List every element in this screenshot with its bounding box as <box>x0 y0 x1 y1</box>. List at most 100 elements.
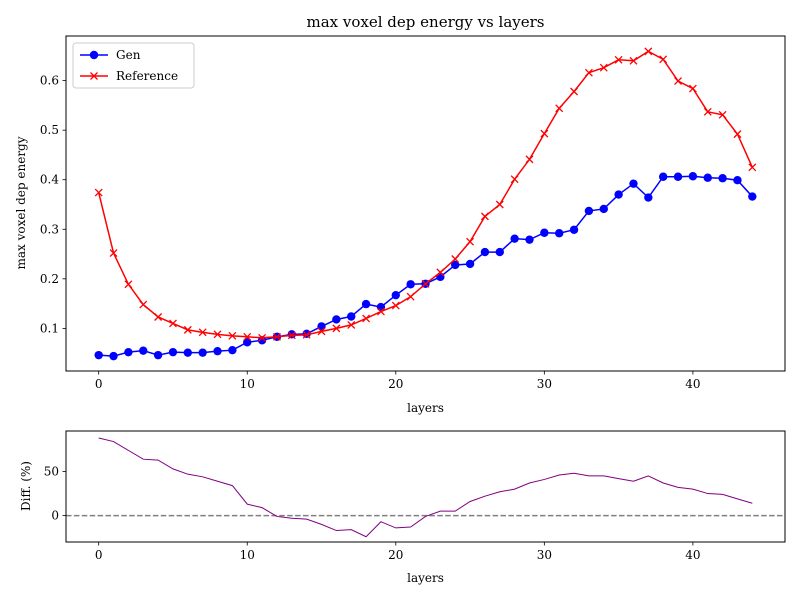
top-chart-point-gen <box>718 174 727 183</box>
top-chart-point-reference <box>718 110 727 119</box>
top-chart-point-gen <box>569 225 579 234</box>
top-chart-x-tick-label: 20 <box>388 377 403 391</box>
top-chart-point-reference <box>317 327 326 336</box>
top-chart-point-gen <box>748 192 757 201</box>
bottom-chart-x-tick-label: 20 <box>388 548 403 562</box>
top-chart-point-reference <box>124 280 133 289</box>
top-chart-point-gen <box>703 173 712 182</box>
top-chart-point-reference <box>703 107 712 116</box>
bottom-chart-x-tick-label: 0 <box>95 548 103 562</box>
top-chart-point-reference <box>525 155 534 164</box>
bottom-chart-plot-area: 0 10 20 30 40 0 50 <box>44 430 786 562</box>
top-chart-point-gen <box>109 351 118 361</box>
top-chart-point-gen <box>198 348 207 357</box>
top-chart-point-gen <box>124 347 133 357</box>
top-chart-y-tick-label: 0.2 <box>40 272 59 286</box>
top-chart-point-reference <box>510 175 519 184</box>
top-chart-y-tick-label: 0.3 <box>40 222 59 236</box>
top-chart-point-gen <box>391 290 400 300</box>
top-chart-point-gen <box>480 247 490 257</box>
top-chart-y-axis-label: max voxel dep energy <box>14 136 28 269</box>
bottom-chart-series-line-diff <box>98 437 753 538</box>
top-chart-point-reference <box>614 55 623 64</box>
top-chart-point-reference <box>570 87 579 96</box>
top-chart-series-line-reference <box>97 50 754 339</box>
top-chart-point-gen <box>495 247 504 257</box>
top-chart-point-gen <box>584 206 594 216</box>
top-chart-point-reference <box>584 68 593 77</box>
top-chart-point-gen <box>153 350 163 360</box>
legend-label-gen: Gen <box>116 48 141 62</box>
top-chart-point-gen <box>673 172 683 181</box>
top-chart-point-reference <box>272 332 281 341</box>
top-chart-point-gen <box>406 280 415 289</box>
top-chart-point-gen <box>168 347 178 357</box>
top-chart-point-reference <box>421 279 430 288</box>
top-chart-point-reference <box>733 130 742 139</box>
top-chart-point-reference <box>466 237 475 246</box>
top-chart-point-reference <box>555 104 564 113</box>
top-chart-point-gen <box>525 235 534 244</box>
top-chart-point-gen <box>688 172 698 181</box>
top-chart-point-reference <box>391 301 400 310</box>
top-chart-point-gen <box>139 346 148 355</box>
bottom-chart-y-axis-label: Diff. (%) <box>19 461 33 511</box>
top-chart-point-gen <box>361 299 371 309</box>
top-chart-point-reference <box>139 300 148 309</box>
top-chart-point-gen <box>228 345 237 355</box>
top-chart-point-reference <box>629 56 638 65</box>
top-chart-point-gen <box>347 312 356 321</box>
top-chart-x-tick-label: 10 <box>240 377 255 391</box>
top-chart-point-reference <box>495 200 504 209</box>
top-chart-point-reference <box>198 328 207 337</box>
top-chart-point-gen <box>554 229 564 238</box>
top-chart-point-reference <box>362 314 371 323</box>
top-chart-point-reference <box>347 320 356 329</box>
top-chart-point-gen <box>510 234 519 243</box>
top-chart-point-reference <box>154 313 163 321</box>
legend-marker-gen <box>89 50 99 60</box>
top-chart-point-gen <box>94 350 103 360</box>
top-chart-point-gen <box>243 338 252 347</box>
top-chart-point-reference <box>109 249 118 258</box>
top-chart-series-line-gen <box>98 175 753 357</box>
top-chart-legend: Gen Reference <box>72 42 195 89</box>
top-chart-point-gen <box>465 259 475 269</box>
top-chart-y-tick-label: 0.4 <box>40 173 59 187</box>
top-chart-plot-area: 0 10 20 30 40 0.1 0.2 0.3 0.4 0.5 0.6 Gen Reference <box>40 35 786 391</box>
top-chart-point-gen <box>183 348 193 357</box>
legend-marker-reference <box>90 72 98 80</box>
top-chart-point-reference <box>258 333 267 342</box>
top-chart-point-reference <box>748 163 757 172</box>
top-chart-point-reference <box>674 77 683 86</box>
top-chart-point-reference <box>376 307 385 316</box>
top-chart-point-gen <box>614 190 623 199</box>
bottom-chart-y-tick-label: 50 <box>44 465 59 479</box>
top-chart-point-reference <box>94 188 103 197</box>
top-chart-point-reference <box>168 319 177 328</box>
top-chart-frame <box>65 35 786 372</box>
top-chart-point-gen <box>302 329 311 339</box>
bottom-chart-x-axis-label: layers <box>407 571 444 585</box>
top-chart-point-reference <box>659 55 668 64</box>
legend-label-reference: Reference <box>116 69 178 83</box>
top-chart-x-axis-label: layers <box>407 401 444 415</box>
top-chart-x-tick-label: 40 <box>685 377 700 391</box>
top-chart-y-tick-label: 0.6 <box>40 74 59 88</box>
top-chart-point-gen <box>332 315 341 324</box>
top-chart-point-reference <box>540 129 549 138</box>
top-chart-point-reference <box>688 84 697 93</box>
top-chart-point-reference <box>644 47 653 56</box>
top-chart-y-tick-label: 0.1 <box>40 321 59 335</box>
bottom-chart-frame <box>65 430 786 543</box>
top-chart-point-gen <box>658 172 668 181</box>
top-chart-point-gen <box>733 176 742 185</box>
top-chart-point-gen <box>629 179 638 188</box>
top-chart-point-reference <box>480 212 489 221</box>
top-chart-y-tick-label: 0.5 <box>40 123 59 137</box>
top-chart-point-reference <box>599 63 608 72</box>
top-chart-point-reference <box>451 255 460 263</box>
top-chart-point-gen <box>540 228 549 237</box>
top-chart-title: max voxel dep energy vs layers <box>307 13 545 31</box>
top-chart-point-gen <box>644 193 653 202</box>
